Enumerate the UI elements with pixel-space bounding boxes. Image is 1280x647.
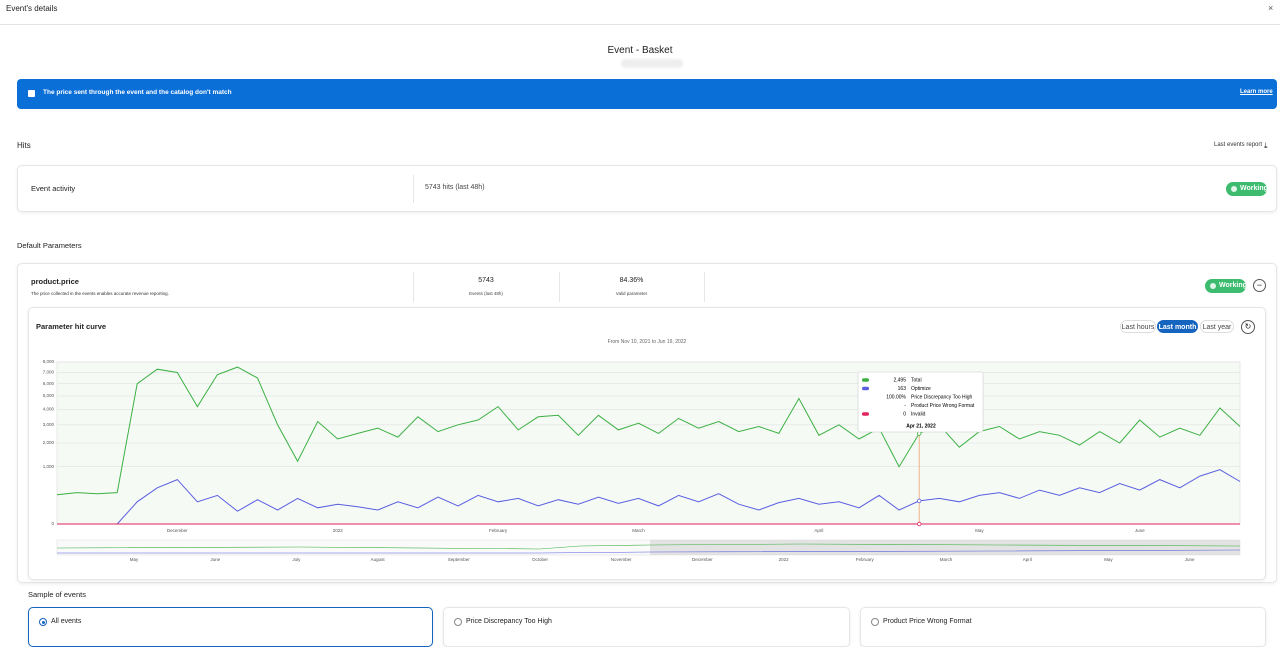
tooltip-date: Apr 21, 2022 xyxy=(906,423,936,429)
navigator-label: February xyxy=(856,557,875,562)
x-tick-label: 2022 xyxy=(333,528,344,533)
divider xyxy=(704,272,705,302)
sample-card[interactable] xyxy=(28,607,433,647)
tooltip-swatch xyxy=(862,412,869,416)
radio[interactable] xyxy=(454,618,462,626)
tooltip-value: 2,495 xyxy=(893,377,906,383)
status-badge: Working xyxy=(1226,182,1268,196)
series-line xyxy=(57,469,1241,525)
y-tick-label: 5,000 xyxy=(43,393,55,398)
tooltip-label: Invalid xyxy=(911,411,926,417)
navigator-label: August xyxy=(371,557,386,562)
valid-label: Valid parameter xyxy=(615,291,648,296)
alert-link[interactable]: Learn more xyxy=(1240,89,1273,95)
valid-value: 84.36% xyxy=(619,277,644,284)
navigator-label: March xyxy=(940,557,953,562)
status-badge: Working xyxy=(1205,279,1247,293)
radio[interactable] xyxy=(871,618,879,626)
navigator-label: June xyxy=(210,557,220,562)
tooltip-swatch xyxy=(862,386,869,391)
navigator-label: October xyxy=(532,557,549,562)
parameter-description: The price collected in the events enable… xyxy=(31,291,169,296)
navigator-line xyxy=(57,549,1241,554)
alert-banner xyxy=(17,79,1277,109)
refresh-button[interactable]: ↻ xyxy=(1241,320,1255,334)
navigator-label: September xyxy=(448,557,471,562)
y-tick-label: 8,000 xyxy=(43,359,55,364)
parameter-name: product.price xyxy=(31,277,79,286)
navigator-label: May xyxy=(1104,557,1113,562)
collapse-button[interactable]: − xyxy=(1253,279,1266,292)
tooltip xyxy=(857,371,984,433)
y-tick-label: 3,000 xyxy=(43,422,55,427)
chart: 0 1,000 2,000 3,000 4,000 5,000 6,000 7,000 8,00… xyxy=(43,359,1241,562)
navigator-label: December xyxy=(692,557,713,562)
divider xyxy=(413,175,414,203)
y-tick-label: 1,000 xyxy=(43,464,55,469)
x-tick-label: February xyxy=(489,528,508,533)
hits-title: Hits xyxy=(17,141,31,150)
curve-title: Parameter hit curve xyxy=(36,322,107,331)
navigator-label: May xyxy=(130,557,139,562)
tooltip-label: Product Price Wrong Format xyxy=(911,403,975,409)
y-tick-label: 4,000 xyxy=(43,407,55,412)
series-line xyxy=(56,366,1241,496)
navigator-label: November xyxy=(611,557,632,562)
range-button[interactable]: Last hours xyxy=(1120,320,1156,333)
range-button[interactable]: Last year xyxy=(1200,320,1234,333)
download-icon: ⤓ xyxy=(1264,141,1268,150)
tooltip-label: Optimize xyxy=(911,386,931,392)
events-value: 5743 xyxy=(478,277,494,284)
navigator-label: 2022 xyxy=(779,557,790,562)
tooltip-value: 100.00% xyxy=(886,394,906,400)
navigator-label: June xyxy=(1185,557,1195,562)
event-title: Event - Basket xyxy=(607,45,673,56)
x-tick-label: June xyxy=(1135,528,1145,533)
hits-card xyxy=(17,165,1277,212)
close-button[interactable]: × xyxy=(1268,3,1274,13)
tooltip-value: 0 xyxy=(903,411,906,417)
period: From Nov 10, 2021 to Jun 19, 2022 xyxy=(607,339,687,345)
alert-icon xyxy=(28,90,35,97)
event-id-blurred xyxy=(621,59,683,68)
hover-point xyxy=(916,521,922,527)
y-tick-label: 2,000 xyxy=(43,440,55,445)
parameters-title: Default Parameters xyxy=(17,241,82,250)
range-button[interactable]: Last month xyxy=(1157,320,1198,333)
divider xyxy=(559,272,560,302)
y-tick-label: 6,000 xyxy=(43,381,55,386)
x-tick-label: April xyxy=(814,528,823,533)
tooltip-value: - xyxy=(904,403,906,409)
tooltip-label: Price Discrepancy Too High xyxy=(911,394,973,400)
navigator-selection xyxy=(650,540,1240,555)
sample-card[interactable] xyxy=(860,607,1266,647)
navigator-label: April xyxy=(1023,557,1032,562)
divider xyxy=(413,272,414,302)
y-tick-label: 7,000 xyxy=(43,370,55,375)
sample-label: All events xyxy=(51,618,82,625)
tooltip-label: Total xyxy=(911,377,922,383)
y-tick-label: 0 xyxy=(51,521,54,526)
navigator-line xyxy=(56,543,1241,550)
radio[interactable] xyxy=(39,618,47,626)
sample-card[interactable] xyxy=(443,607,850,647)
activity-label: Event activity xyxy=(31,184,76,193)
sample-label: Product Price Wrong Format xyxy=(883,618,972,625)
tooltip-value: 163 xyxy=(898,386,907,392)
samples-title: Sample of events xyxy=(28,590,86,599)
x-tick-label: May xyxy=(975,528,984,533)
x-tick-label: March xyxy=(632,528,645,533)
navigator-label: July xyxy=(292,557,301,562)
alert-message: The price sent through the event and the… xyxy=(43,89,232,96)
activity-value: 5743 hits (last 48h) xyxy=(425,184,485,191)
sample-label: Price Discrepancy Too High xyxy=(466,618,552,625)
report-link[interactable]: Last events report xyxy=(1214,142,1263,148)
x-tick-label: December xyxy=(167,528,188,533)
hover-point xyxy=(916,498,922,504)
tooltip-swatch xyxy=(862,378,869,382)
header-title: Event's details xyxy=(6,4,58,13)
header-bar xyxy=(0,0,1280,25)
events-label: Events (last 48h) xyxy=(469,291,503,296)
